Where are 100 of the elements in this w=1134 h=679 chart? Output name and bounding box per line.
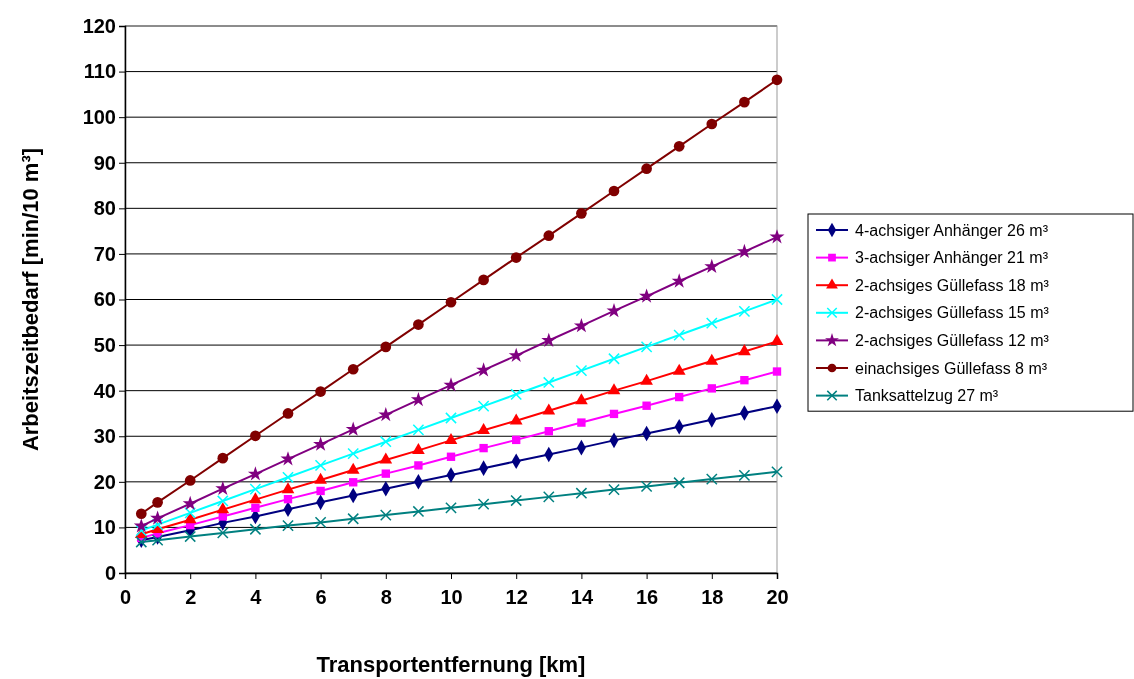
- legend-label: 2-achsiges Güllefass 18 m³: [855, 276, 1050, 294]
- x-tick-label: 20: [766, 586, 789, 608]
- point: [412, 424, 425, 436]
- point: [281, 482, 295, 494]
- point: [445, 501, 457, 514]
- point: [283, 494, 293, 504]
- point: [739, 96, 750, 108]
- point: [216, 527, 229, 539]
- point: [249, 492, 262, 504]
- x-tick-label: 16: [635, 586, 659, 608]
- point: [381, 469, 390, 478]
- point: [184, 530, 197, 543]
- y-tick-label: 100: [82, 106, 116, 129]
- y-tick-label: 70: [93, 242, 116, 265]
- x-tick-label: 6: [315, 586, 327, 608]
- point: [706, 118, 718, 130]
- point: [508, 347, 524, 362]
- point: [151, 534, 164, 547]
- point: [640, 480, 653, 493]
- point: [575, 487, 588, 500]
- y-tick-label: 50: [93, 333, 116, 356]
- point: [705, 317, 718, 330]
- point: [675, 392, 684, 402]
- x-tick-label: 10: [440, 586, 463, 608]
- y-tick-label: 40: [93, 379, 116, 402]
- point: [771, 74, 783, 86]
- point: [445, 412, 457, 424]
- point: [772, 367, 782, 376]
- y-tick-label: 30: [93, 425, 116, 448]
- point: [250, 430, 261, 442]
- point: [346, 462, 360, 474]
- point: [446, 452, 456, 461]
- y-tick-label: 110: [83, 60, 116, 83]
- point: [378, 406, 394, 422]
- point: [379, 509, 392, 521]
- point: [315, 386, 326, 397]
- point: [282, 519, 294, 532]
- point: [640, 373, 653, 385]
- point: [280, 451, 296, 466]
- point: [150, 510, 166, 525]
- point: [316, 486, 325, 496]
- x-tick-label: 4: [250, 586, 263, 608]
- point: [608, 352, 620, 365]
- point: [282, 471, 294, 484]
- point: [510, 494, 523, 507]
- point: [541, 332, 557, 347]
- point: [282, 408, 294, 419]
- point: [249, 483, 262, 495]
- point: [736, 243, 752, 259]
- point: [379, 452, 393, 464]
- point: [445, 296, 457, 308]
- point: [707, 384, 716, 393]
- point: [413, 319, 424, 330]
- y-axis-title: Arbeitszeitbedarf [min/10 m³]: [18, 147, 43, 452]
- point: [412, 443, 425, 455]
- legend-label: 4-achsiger Anhänger 26 m³: [855, 221, 1049, 239]
- point: [770, 334, 784, 346]
- point: [347, 447, 360, 460]
- y-tick-label: 60: [93, 288, 116, 311]
- legend-label: 3-achsiger Anhänger 21 m³: [855, 249, 1049, 267]
- y-tick-label: 0: [104, 561, 116, 584]
- point: [379, 435, 392, 448]
- point: [609, 409, 619, 419]
- point: [769, 229, 785, 244]
- point: [607, 383, 621, 395]
- y-tick-label: 10: [93, 516, 116, 539]
- point: [606, 303, 622, 318]
- legend-label: Tanksattelzug 27 m³: [855, 387, 999, 405]
- point: [345, 421, 361, 436]
- y-tick-label: 90: [93, 151, 116, 174]
- point: [477, 400, 490, 413]
- point: [738, 344, 751, 356]
- point: [705, 353, 719, 365]
- y-tick-label: 120: [82, 14, 116, 37]
- point: [740, 376, 749, 385]
- point: [509, 413, 523, 425]
- legend-label: einachsiges Güllefass 8 m³: [855, 359, 1048, 377]
- point: [542, 403, 556, 415]
- point: [215, 480, 231, 496]
- point: [414, 461, 423, 470]
- x-tick-label: 0: [119, 586, 132, 608]
- point: [608, 185, 620, 197]
- point: [575, 393, 588, 405]
- point: [313, 436, 329, 451]
- point: [347, 512, 360, 525]
- point: [542, 376, 555, 389]
- y-tick-label: 20: [93, 470, 116, 493]
- point: [477, 422, 490, 434]
- point: [347, 363, 359, 375]
- x-tick-label: 14: [570, 586, 594, 608]
- point: [184, 506, 197, 519]
- x-tick-label: 18: [701, 586, 724, 608]
- point: [641, 163, 652, 175]
- point: [510, 388, 523, 401]
- y-tick-label: 80: [93, 197, 116, 220]
- point: [216, 495, 229, 507]
- point: [249, 523, 262, 536]
- point: [217, 452, 229, 464]
- point: [544, 427, 553, 436]
- point: [738, 469, 751, 482]
